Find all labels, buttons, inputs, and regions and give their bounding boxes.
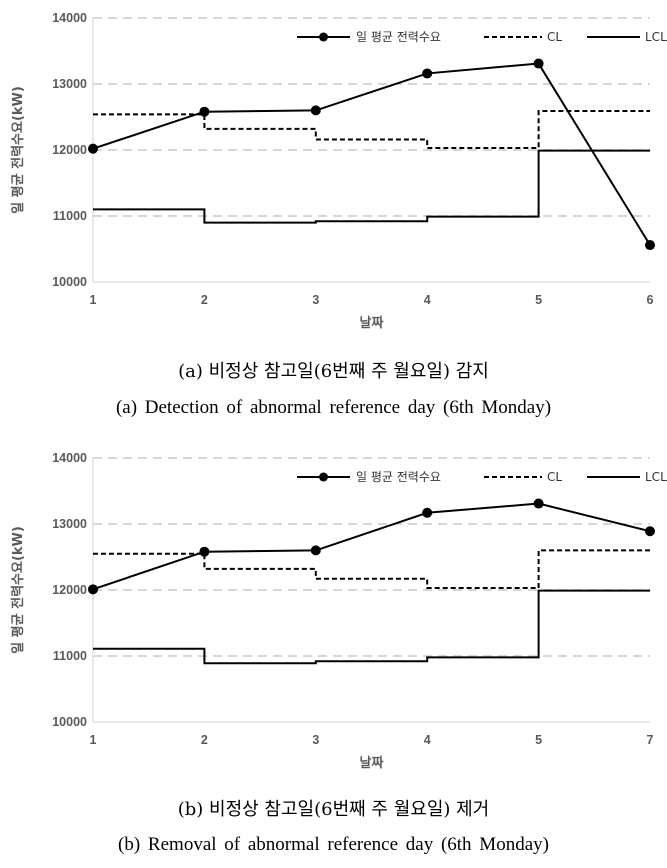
- chart-a-series-lcl-line: [93, 149, 650, 224]
- chart-a-ytick-label: 10000: [52, 275, 87, 289]
- chart-b-legend-lcl-label: LCL: [645, 470, 667, 484]
- chart-b-ytick-label: 12000: [52, 583, 87, 597]
- chart-b-demand-point: [422, 507, 433, 518]
- chart-b-legend-demand-marker: [319, 472, 328, 482]
- chart-b-x-axis-title: 날짜: [360, 755, 384, 771]
- chart-b-demand-point: [533, 498, 544, 509]
- chart-b-legend-cl-label: CL: [547, 470, 562, 484]
- caption-b-english: (b) Removal of abnormal reference day (6…: [118, 834, 549, 855]
- chart-b-y-axis-title: 일 평균 전력수요(kW): [10, 526, 26, 654]
- chart-b-ytick-label: 13000: [52, 517, 87, 531]
- chart-a-legend-demand-label: 일 평균 전력수요: [356, 30, 441, 44]
- chart-a-ytick-label: 14000: [52, 11, 87, 25]
- chart-a-legend-lcl-label: LCL: [645, 30, 667, 44]
- chart-a-xtick-label: 2: [201, 293, 208, 307]
- chart-b-demand-point: [88, 584, 98, 595]
- chart-a-series-cl-line: [93, 110, 650, 150]
- chart-b-xtick-label: 4: [424, 733, 431, 747]
- chart-b-ytick-label: 14000: [52, 451, 87, 465]
- chart-b-legend-demand-label: 일 평균 전력수요: [356, 470, 441, 484]
- chart-a-x-axis-title: 날짜: [360, 315, 384, 331]
- chart-a-ytick-label: 11000: [53, 209, 87, 223]
- chart-b-xtick-label: 5: [535, 733, 542, 747]
- chart-a-y-axis-title: 일 평균 전력수요(kW): [10, 86, 26, 214]
- chart-a-xtick-label: 6: [647, 293, 654, 307]
- chart-b-series-lcl-line: [93, 589, 650, 665]
- chart-b-demand-point: [310, 545, 321, 556]
- caption-a-korean: (a) 비정상 참고일(6번째 주 월요일) 감지: [178, 361, 489, 382]
- chart-b: 10000 11000 12000 13000 14000 1 2 3 4 5 7 날짜 일 평균 전력…: [0, 440, 667, 780]
- chart-b-demand-point: [645, 526, 655, 537]
- chart-a-demand-point: [533, 58, 544, 69]
- caption-b-korean: (b) 비정상 참고일(6번째 주 월요일) 제거: [177, 799, 490, 820]
- chart-a-xtick-label: 3: [312, 293, 319, 307]
- chart-b-svg: 10000 11000 12000 13000 14000 1 2 3 4 5 7 날짜 일 평균 전력…: [10, 451, 667, 771]
- chart-a-demand-point: [88, 143, 98, 154]
- chart-b-ytick-label: 10000: [52, 715, 87, 729]
- chart-a-ytick-label: 12000: [52, 143, 87, 157]
- chart-a-series-demand-line: [92, 62, 651, 246]
- chart-a-ytick-label: 13000: [52, 77, 87, 91]
- chart-a-legend-cl-label: CL: [547, 30, 562, 44]
- chart-a-demand-point: [310, 105, 321, 116]
- caption-a-english: (a) Detection of abnormal reference day …: [115, 397, 552, 418]
- chart-a-demand-point: [645, 240, 655, 251]
- chart-b-xtick-label: 2: [201, 733, 208, 747]
- chart-a-svg: 10000 11000 12000 13000 14000 1 2 3 4 5 6 날짜 일 평균 전력…: [10, 11, 667, 331]
- chart-a-legend-demand-marker: [319, 32, 328, 42]
- chart-b-ytick-label: 11000: [53, 649, 87, 663]
- chart-b-xtick-label: 1: [90, 733, 97, 747]
- chart-b-xtick-label: 7: [647, 733, 654, 747]
- chart-a: 10000 11000 12000 13000 14000 1 2 3 4 5 6 날짜 일 평균 전력…: [0, 0, 667, 340]
- chart-b-series-demand-line: [92, 502, 651, 591]
- chart-a-demand-point: [422, 68, 433, 79]
- chart-a-xtick-label: 1: [90, 293, 97, 307]
- chart-b-xtick-label: 3: [312, 733, 319, 747]
- chart-a-xtick-label: 5: [535, 293, 542, 307]
- chart-b-series-cl-line: [93, 549, 650, 590]
- chart-a-xtick-label: 4: [424, 293, 431, 307]
